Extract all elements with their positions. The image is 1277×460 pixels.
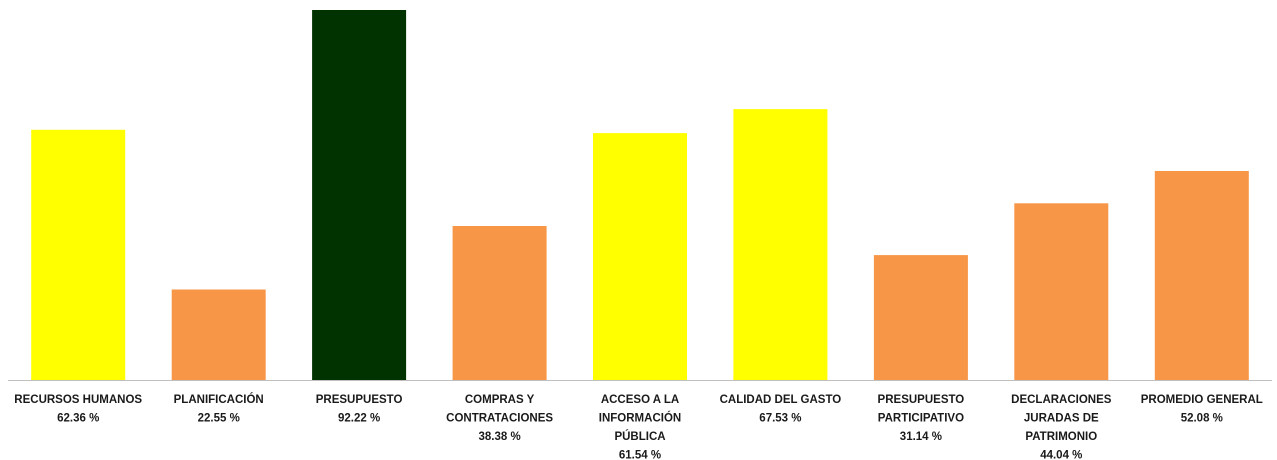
value-label: 62.36 % bbox=[57, 413, 99, 425]
value-label: 92.22 % bbox=[338, 413, 380, 425]
bar-5 bbox=[593, 133, 687, 380]
category-label-line: PÚBLICA bbox=[614, 430, 665, 443]
category-label-line: JURADAS DE bbox=[1024, 413, 1099, 425]
bar-2 bbox=[171, 289, 266, 380]
value-label: 31.14 % bbox=[900, 431, 942, 443]
bar-8 bbox=[1014, 203, 1109, 380]
value-label: 38.38 % bbox=[478, 431, 520, 443]
value-label: 44.04 % bbox=[1040, 450, 1082, 460]
category-label-line: PLANIFICACIÓN bbox=[174, 393, 264, 406]
bars-group bbox=[31, 10, 1249, 380]
category-label-line: RECURSOS HUMANOS bbox=[14, 394, 142, 406]
category-label-line: PATRIMONIO bbox=[1025, 431, 1097, 443]
category-label-line: COMPRAS Y bbox=[465, 394, 535, 406]
category-label-6: CALIDAD DEL GASTO 67.53 % bbox=[720, 394, 842, 425]
category-label-line: PRESUPUESTO bbox=[316, 394, 403, 406]
bar-4 bbox=[452, 226, 547, 380]
category-label-1: RECURSOS HUMANOS 62.36 % bbox=[14, 394, 142, 425]
category-label-line: INFORMACIÓN bbox=[599, 412, 681, 425]
category-label-5: ACCESO A LA INFORMACIÓN PÚBLICA 61.54 % bbox=[599, 394, 681, 460]
category-label-9: PROMEDIO GENERAL 52.08 % bbox=[1141, 394, 1263, 425]
bar-1 bbox=[31, 129, 126, 380]
category-label-8: DECLARACIONES JURADAS DE PATRIMONIO 44.04 % bbox=[1011, 394, 1112, 460]
bar-6 bbox=[733, 109, 828, 380]
category-label-4: COMPRAS Y CONTRATACIONES 38.38 % bbox=[446, 394, 553, 443]
category-label-7: PRESUPUESTO PARTICIPATIVO 31.14 % bbox=[878, 394, 965, 443]
category-label-line: PRESUPUESTO bbox=[878, 394, 965, 406]
category-label-line: CALIDAD DEL GASTO bbox=[720, 394, 842, 406]
category-label-line: ACCESO A LA bbox=[601, 394, 679, 406]
category-label-line: PARTICIPATIVO bbox=[878, 413, 964, 425]
bar-9 bbox=[1154, 171, 1249, 380]
bar-3 bbox=[312, 10, 407, 380]
value-label: 61.54 % bbox=[619, 450, 661, 460]
category-label-line: CONTRATACIONES bbox=[446, 413, 553, 425]
category-label-3: PRESUPUESTO 92.22 % bbox=[316, 394, 403, 425]
bar-7 bbox=[873, 255, 968, 380]
category-label-2: PLANIFICACIÓN 22.55 % bbox=[174, 393, 264, 425]
category-label-line: DECLARACIONES bbox=[1011, 394, 1112, 406]
value-label: 67.53 % bbox=[759, 413, 801, 425]
value-label: 52.08 % bbox=[1181, 413, 1223, 425]
category-label-line: PROMEDIO GENERAL bbox=[1141, 394, 1263, 406]
value-label: 22.55 % bbox=[198, 413, 240, 425]
category-labels-group: RECURSOS HUMANOS 62.36 % PLANIFICACIÓN 22.5… bbox=[14, 393, 1263, 460]
